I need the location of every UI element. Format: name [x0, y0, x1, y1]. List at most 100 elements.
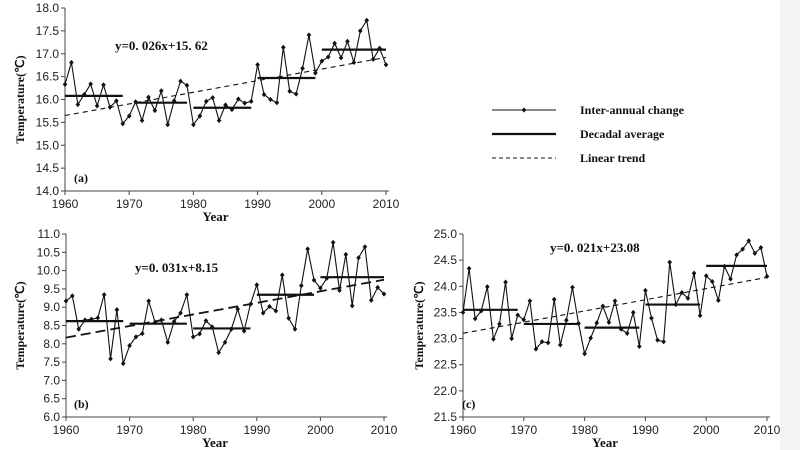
data-point — [261, 91, 267, 98]
data-point — [594, 320, 600, 326]
data-point — [521, 317, 527, 323]
legend-marker — [521, 107, 527, 113]
data-point — [305, 246, 310, 252]
data-point — [260, 310, 266, 316]
data-point — [178, 78, 183, 84]
data-point — [133, 334, 139, 340]
y-tick-label: 17.0 — [36, 47, 60, 61]
data-point — [203, 318, 209, 324]
data-point — [551, 296, 557, 302]
data-point — [557, 342, 563, 348]
x-tick-label: 1960 — [53, 423, 80, 437]
y-tick-label: 10.5 — [37, 245, 61, 259]
data-point — [171, 98, 177, 104]
data-point — [612, 298, 618, 304]
y-tick-label: 7.0 — [43, 373, 60, 387]
data-point — [630, 309, 636, 316]
data-point — [140, 330, 145, 337]
x-tick-label: 2010 — [754, 423, 781, 437]
linear-trend-line — [462, 276, 768, 334]
y-tick-label: 15.5 — [36, 115, 60, 129]
data-point — [358, 28, 363, 34]
data-point — [330, 239, 336, 246]
y-tick-label: 24.0 — [434, 279, 458, 293]
data-point — [88, 81, 93, 87]
data-point — [114, 307, 120, 313]
data-point — [661, 339, 666, 345]
data-point — [311, 277, 317, 283]
y-tick-label: 14.5 — [36, 161, 60, 175]
data-point — [184, 82, 190, 88]
data-point — [588, 335, 593, 341]
y-tick-label: 6.0 — [43, 410, 60, 424]
data-point — [191, 122, 196, 128]
data-point — [576, 320, 581, 327]
data-point — [582, 351, 587, 357]
data-point — [210, 95, 215, 101]
panel-label: (c) — [462, 397, 475, 411]
data-point — [101, 82, 106, 88]
data-point — [637, 343, 642, 350]
y-tick-label: 22.5 — [434, 358, 458, 372]
x-tick-label: 1990 — [243, 423, 270, 437]
data-point — [62, 81, 68, 88]
data-point — [643, 287, 648, 294]
data-point — [370, 56, 376, 62]
inter-annual-line — [64, 18, 387, 127]
y-tick-label: 22.0 — [434, 384, 458, 398]
y-tick-label: 25.0 — [434, 227, 458, 241]
panel-label: (b) — [74, 397, 89, 411]
data-point — [746, 238, 752, 244]
data-point — [146, 94, 151, 100]
data-point — [178, 310, 183, 316]
y-tick-label: 17.5 — [36, 24, 60, 38]
data-point — [197, 113, 203, 119]
data-point — [364, 17, 370, 23]
data-point — [120, 121, 126, 127]
panel-b: 6.0 6.5 7.0 7.5 8.0 8.5 9.0 9.5 10.0 10.5 11.0 1960… — [13, 227, 398, 450]
x-axis-title: Year — [203, 209, 229, 224]
linear-trend-line — [64, 56, 387, 117]
data-point — [203, 98, 209, 104]
data-point — [95, 315, 101, 321]
y-tick-label: 6.5 — [43, 392, 60, 406]
data-point — [503, 279, 508, 285]
data-point — [600, 303, 606, 309]
data-point — [764, 273, 770, 279]
inter-annual-line — [65, 242, 385, 364]
data-point — [69, 59, 74, 66]
x-tick-label: 1980 — [180, 197, 207, 211]
data-point — [209, 324, 215, 330]
panel-a: 14.0 14.5 15.0 15.5 16.0 16.5 17.0 17.5 18.0 1960… — [13, 1, 400, 224]
data-point — [159, 317, 164, 323]
data-point — [728, 276, 733, 282]
data-point — [564, 317, 569, 323]
data-point — [313, 70, 318, 76]
inter-annual-line — [462, 239, 768, 356]
data-point — [70, 293, 75, 299]
data-point — [368, 297, 374, 303]
data-point — [114, 98, 119, 104]
data-point — [679, 289, 685, 296]
data-point — [152, 107, 158, 114]
data-point — [716, 297, 721, 304]
data-point — [229, 326, 234, 332]
data-point — [94, 103, 100, 109]
data-point — [101, 292, 107, 298]
data-point — [120, 360, 126, 367]
data-point — [242, 100, 248, 106]
y-tick-label: 18.0 — [36, 1, 60, 15]
x-tick-label: 1990 — [632, 423, 659, 437]
data-point — [491, 336, 496, 342]
x-tick-label: 2000 — [307, 423, 334, 437]
data-point — [146, 298, 151, 304]
data-point — [734, 252, 739, 258]
data-point — [362, 244, 368, 250]
x-tick-label: 1990 — [244, 197, 271, 211]
data-point — [165, 339, 171, 345]
data-point — [345, 38, 350, 44]
data-point — [460, 309, 466, 316]
y-tick-label: 8.0 — [43, 337, 60, 351]
x-tick-label: 1970 — [510, 423, 537, 437]
